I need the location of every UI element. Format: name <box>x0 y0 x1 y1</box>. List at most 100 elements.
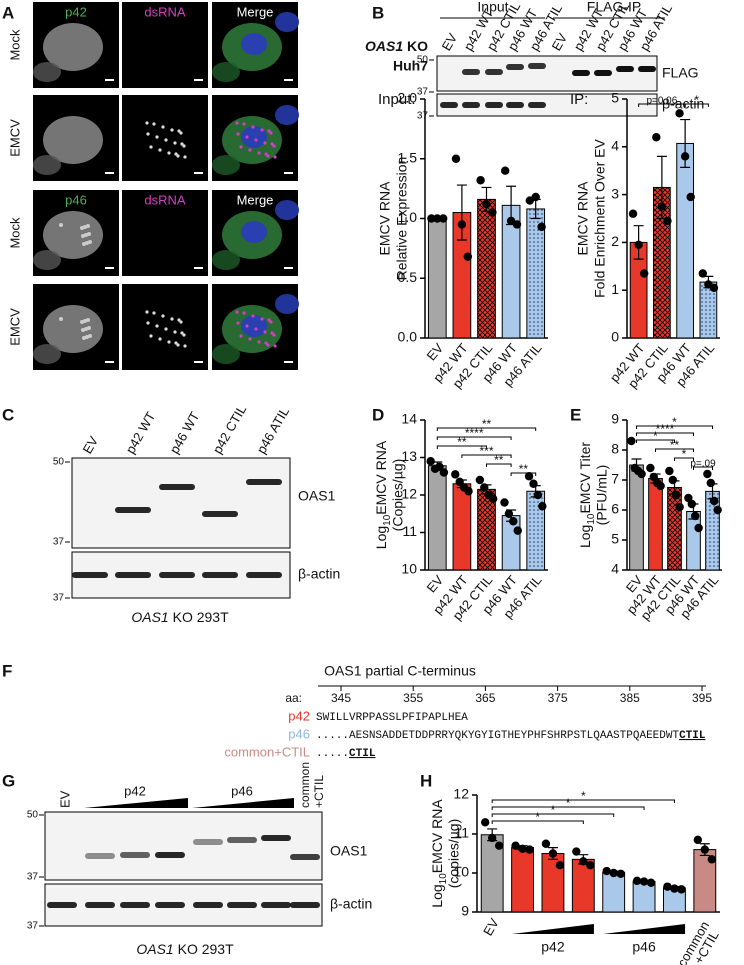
chart-title: IP: <box>570 91 588 108</box>
data-point <box>586 861 595 870</box>
speckle <box>161 314 165 318</box>
speckle <box>177 318 181 322</box>
speckle <box>267 318 271 322</box>
y-axis-label-part: Log <box>429 884 445 907</box>
aa-tick-label: 345 <box>331 691 351 705</box>
blot-band <box>202 511 238 517</box>
sequence-segment: AESNSADDETDDPRRYQKYGYIGTHEYPHFSHRPSTLQAA… <box>349 730 679 742</box>
group-label: p46 <box>632 939 656 955</box>
blot-band <box>246 479 282 485</box>
data-point <box>480 483 489 492</box>
data-point <box>698 269 707 278</box>
y-axis-label: EMCV RNA <box>575 181 591 256</box>
blot-band <box>528 63 546 69</box>
data-point <box>709 283 719 293</box>
y-axis-label: EMCV RNA <box>377 181 393 256</box>
significance-bracket <box>461 454 512 458</box>
speckle <box>248 148 252 152</box>
blot-band <box>261 835 291 841</box>
panel-letter: B <box>372 3 384 22</box>
sequence-segment: ..... <box>316 748 349 760</box>
speckle <box>177 129 181 133</box>
speckle <box>180 142 184 146</box>
chart-title: Input: <box>378 91 416 108</box>
mw-marker: 37 <box>27 872 39 883</box>
data-point <box>500 498 509 507</box>
blot-band <box>440 102 458 108</box>
micrograph <box>122 2 208 88</box>
significance-bracket <box>436 436 512 440</box>
y-axis-label-part: 10 <box>586 513 597 525</box>
y-tick-label: 11 <box>454 825 469 841</box>
nucleus <box>275 105 299 125</box>
speckle <box>174 341 178 345</box>
significance-bracket <box>491 806 645 810</box>
speckle <box>176 343 180 347</box>
data-point <box>426 457 435 466</box>
data-point <box>463 252 473 261</box>
aa-tick-label: 355 <box>403 691 423 705</box>
y-tick-label: 4 <box>611 561 619 577</box>
cell <box>33 250 61 270</box>
y-tick-label: 1.0 <box>398 209 418 225</box>
data-point <box>455 477 464 487</box>
bar-pattern <box>653 187 671 338</box>
speckle <box>81 234 85 238</box>
data-point <box>637 469 646 479</box>
speckle <box>242 311 246 315</box>
y-tick-label: 2 <box>611 233 619 249</box>
cell-line: OAS1 KO <box>365 38 428 54</box>
mw-marker: 50 <box>417 55 429 66</box>
speckle <box>270 331 274 335</box>
lane-label: p46 WT <box>167 409 203 456</box>
data-point <box>628 209 638 218</box>
blot-band <box>159 484 195 490</box>
data-point <box>675 109 684 118</box>
blot-band <box>246 572 282 578</box>
nucleus <box>241 315 267 337</box>
significance-label: ** <box>457 435 467 449</box>
speckle <box>155 135 159 139</box>
blot-band <box>528 102 546 108</box>
cell <box>212 62 240 82</box>
significance-label: ** <box>519 462 529 476</box>
blot <box>436 93 658 117</box>
y-tick-label: 1 <box>611 281 619 297</box>
y-tick-label: 13 <box>401 448 417 464</box>
speckle <box>149 334 153 338</box>
significance-bracket <box>510 472 537 476</box>
blot-band <box>85 902 115 908</box>
nucleus <box>275 294 299 314</box>
y-tick-label: 6 <box>611 501 619 517</box>
blot-band <box>485 102 503 108</box>
blot-band <box>227 837 257 843</box>
blot-band <box>115 507 151 513</box>
speckle <box>170 128 174 132</box>
data-point <box>512 220 522 229</box>
data-point <box>529 479 538 488</box>
aa-tick-label: 395 <box>692 691 712 705</box>
y-tick-label: 1.5 <box>398 149 418 165</box>
cell <box>212 250 240 270</box>
data-point <box>710 496 719 506</box>
speckle <box>248 337 252 341</box>
blot-band <box>485 69 503 75</box>
speckle <box>161 125 165 129</box>
y-tick-label: 12 <box>401 486 417 502</box>
y-axis-label: Log10EMCV RNA <box>429 799 449 908</box>
speckle <box>242 122 246 126</box>
speckle <box>264 152 268 156</box>
speckle <box>179 320 183 324</box>
error-bar <box>456 184 467 241</box>
data-point <box>433 214 442 223</box>
speckle <box>158 337 162 341</box>
dose-triangle <box>192 798 294 808</box>
lane-label-line: +CTIL <box>312 775 326 808</box>
blot-band <box>72 572 108 578</box>
sequence-label: common+CTIL <box>224 744 310 759</box>
speckle <box>170 317 174 321</box>
blot <box>44 811 323 881</box>
speckle <box>164 327 168 331</box>
micrograph <box>122 190 208 276</box>
data-point <box>538 502 547 511</box>
